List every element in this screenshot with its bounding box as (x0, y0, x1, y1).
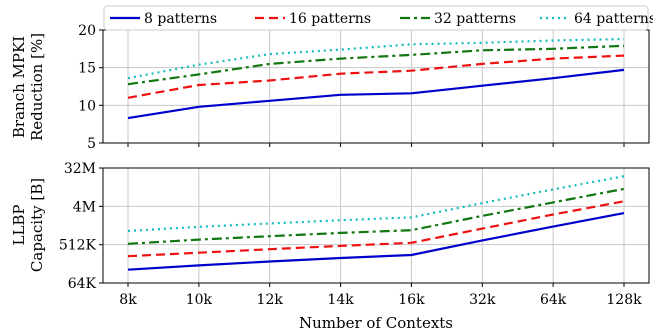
top-series-16-patterns (127, 54, 625, 99)
bottom-ytick-label: 4M (73, 199, 96, 215)
xtick-label: 12k (257, 292, 284, 308)
bottom-ytick-label: 512K (59, 238, 97, 254)
top-series-8-patterns (127, 68, 625, 120)
bottom-series-32-patterns (127, 187, 625, 245)
bottom-ytick-label: 64K (68, 276, 97, 292)
xtick-label: 32k (469, 292, 496, 308)
top-ytick-label: 10 (78, 98, 96, 114)
bottom-plot-frame (102, 167, 650, 284)
xtick-label: 14k (327, 292, 354, 308)
bottom-series-8-patterns (127, 212, 625, 271)
legend: 8 patterns 16 patterns 32 patterns 64 patte… (103, 5, 653, 31)
top-series-32-patterns (127, 44, 625, 86)
top-ylabel-line2: Reduction [%] (28, 33, 46, 141)
legend-frame (103, 5, 649, 31)
top-series-64-patterns (127, 37, 625, 80)
bottom-ylabel-line2: Capacity [B] (28, 178, 46, 272)
legend-label: 32 patterns (434, 11, 516, 27)
panel-llbp-capacity: 64K 512K 4M 32M 8k 10k 12k 14k 16k 32k 64k 128k LL… (10, 161, 650, 332)
xtick-label: 10k (186, 292, 213, 308)
legend-label: 16 patterns (289, 11, 371, 27)
legend-label: 64 patterns (574, 11, 653, 27)
top-ytick-label: 15 (78, 61, 96, 77)
top-ytick-label: 5 (87, 136, 96, 152)
xtick-label: 64k (540, 292, 567, 308)
legend-label: 8 patterns (144, 11, 217, 27)
bottom-ytick-label: 32M (64, 161, 96, 177)
xtick-label: 8k (119, 292, 137, 308)
bottom-series-16-patterns (127, 200, 625, 258)
xtick-label: 16k (398, 292, 425, 308)
panel-mpki-reduction: 5 10 15 20 Branch MPKI Reduction [%] (10, 23, 650, 152)
x-axis-label: Number of Contexts (299, 314, 453, 332)
top-ytick-label: 20 (78, 23, 96, 39)
bottom-ylabel-line1: LLBP (10, 204, 28, 245)
xtick-label: 128k (606, 292, 642, 308)
top-ylabel-line1: Branch MPKI (10, 36, 28, 138)
